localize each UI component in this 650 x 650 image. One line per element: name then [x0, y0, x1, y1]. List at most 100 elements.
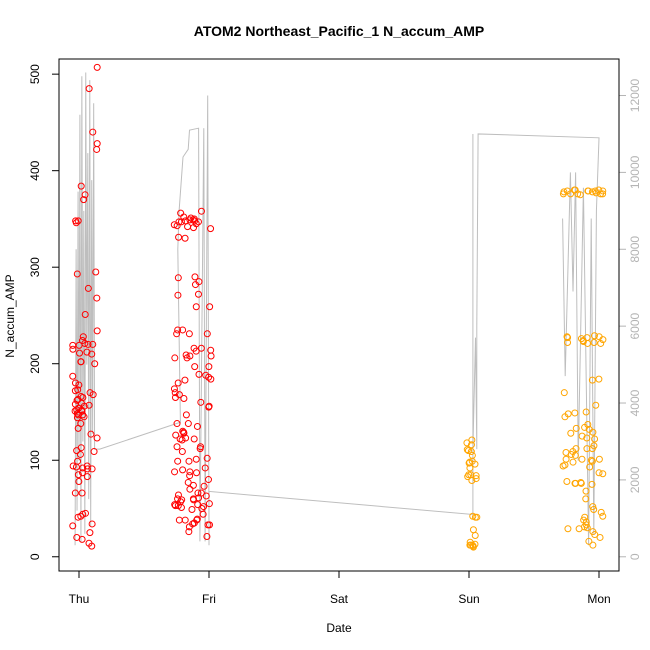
red-data-point — [175, 218, 183, 226]
orange-data-point — [596, 533, 604, 541]
red-data-point — [190, 344, 198, 352]
orange-data-point — [599, 512, 607, 520]
red-data-point — [175, 516, 183, 524]
orange-data-point — [599, 187, 607, 195]
red-data-point — [189, 520, 197, 528]
red-data-point — [85, 401, 93, 409]
red-data-point — [79, 411, 87, 419]
red-data-point — [69, 522, 77, 530]
orange-data-point — [571, 409, 579, 417]
red-data-point — [80, 196, 88, 204]
red-data-point — [200, 482, 208, 490]
orange-data-point — [567, 429, 575, 437]
red-data-point — [194, 489, 202, 497]
red-data-point — [77, 512, 85, 520]
orange-data-point — [590, 505, 598, 513]
orange-data-point — [583, 434, 591, 442]
orange-data-point — [599, 470, 607, 478]
red-data-point — [178, 448, 186, 456]
red-data-point — [204, 521, 212, 529]
red-data-point — [180, 213, 188, 221]
orange-data-point — [468, 477, 476, 485]
orange-data-point — [582, 518, 590, 526]
red-data-point — [202, 492, 210, 500]
red-data-point — [205, 373, 213, 381]
red-data-point — [93, 327, 101, 335]
orange-data-point — [580, 523, 588, 531]
orange-data-point — [591, 435, 599, 443]
orange-data-point — [595, 455, 603, 463]
red-data-point — [73, 533, 81, 541]
red-data-point — [171, 501, 179, 509]
red-data-point — [74, 217, 82, 225]
orange-data-point — [571, 186, 579, 194]
red-data-point — [174, 457, 182, 465]
red-data-point — [171, 502, 179, 510]
orange-data-point — [472, 475, 480, 483]
red-data-point — [207, 346, 215, 354]
red-data-point — [181, 234, 189, 242]
orange-data-point — [588, 480, 596, 488]
y2-tick-label: 4000 — [628, 389, 642, 416]
red-data-point — [71, 489, 79, 497]
orange-data-point — [590, 332, 598, 340]
orange-data-point — [464, 473, 472, 481]
red-data-point — [77, 182, 85, 190]
orange-data-point — [469, 512, 477, 520]
red-data-point — [182, 351, 190, 359]
red-data-point — [185, 330, 193, 338]
red-data-point — [184, 420, 192, 428]
red-data-point — [207, 375, 215, 383]
orange-data-point — [595, 375, 603, 383]
red-data-point — [195, 494, 203, 502]
red-data-point — [74, 471, 82, 479]
orange-data-point — [471, 540, 479, 548]
y-tick-label: 300 — [28, 257, 42, 277]
red-data-point — [196, 445, 204, 453]
orange-data-point — [585, 425, 593, 433]
red-data-point — [173, 222, 181, 230]
red-data-point — [80, 413, 88, 421]
red-data-point — [87, 430, 95, 438]
red-data-point — [74, 457, 82, 465]
red-data-point — [78, 489, 86, 497]
red-data-point — [81, 191, 89, 199]
orange-data-point — [589, 541, 597, 549]
red-data-point — [192, 220, 200, 228]
red-data-point — [77, 393, 85, 401]
orange-data-point — [585, 537, 593, 545]
orange-data-point — [578, 432, 586, 440]
orange-data-point — [595, 469, 603, 477]
red-data-point — [205, 363, 213, 371]
red-data-point — [171, 354, 179, 362]
red-data-point — [93, 140, 101, 148]
orange-data-point — [584, 339, 592, 347]
orange-data-point — [577, 335, 585, 343]
red-data-point — [86, 529, 94, 537]
y-tick-label: 500 — [28, 64, 42, 84]
red-data-point — [194, 290, 202, 298]
y2-tick-label: 6000 — [628, 312, 642, 339]
orange-data-point — [588, 188, 596, 196]
red-data-point — [197, 207, 205, 215]
red-data-point — [84, 340, 92, 348]
y2-tick-label: 0 — [628, 553, 642, 560]
red-data-point — [86, 389, 94, 397]
red-data-point — [88, 350, 96, 358]
red-data-point — [73, 406, 81, 414]
orange-data-point — [567, 190, 575, 198]
red-data-point — [173, 443, 181, 451]
orange-data-point — [595, 186, 603, 194]
red-data-point — [89, 340, 97, 348]
orange-data-point — [587, 456, 595, 464]
plot-frame — [58, 58, 620, 572]
x-tick-label: Thu — [69, 592, 90, 606]
orange-data-point — [560, 188, 568, 196]
orange-data-point — [576, 191, 584, 199]
red-data-point — [206, 303, 214, 311]
red-data-point — [184, 478, 192, 486]
red-data-point — [79, 464, 87, 472]
red-data-point — [79, 469, 86, 477]
orange-data-point — [586, 463, 594, 471]
orange-data-point — [588, 457, 596, 465]
